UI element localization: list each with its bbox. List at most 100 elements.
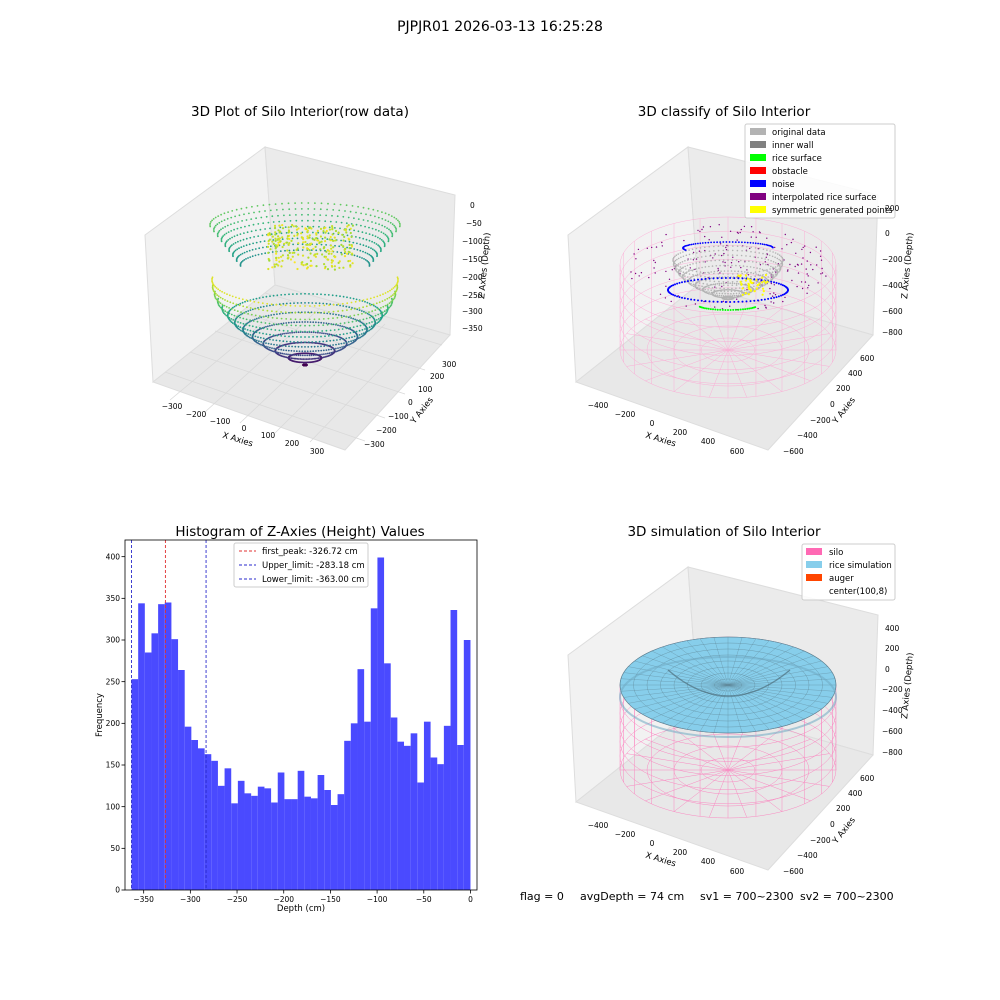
raw-3d-point bbox=[295, 214, 297, 216]
raw-3d-point bbox=[324, 226, 327, 229]
raw-3d-point bbox=[259, 336, 262, 339]
raw-3d-point bbox=[369, 254, 372, 257]
raw-3d-point bbox=[293, 302, 295, 304]
raw-3d-point bbox=[366, 260, 368, 262]
raw-3d-point bbox=[313, 254, 316, 257]
raw-3d-xtick: −100 bbox=[210, 417, 231, 426]
raw-3d-point bbox=[254, 314, 257, 317]
classify-3d-point-interpolated bbox=[670, 300, 672, 303]
classify-3d-point-noise bbox=[767, 297, 770, 300]
raw-3d-point bbox=[290, 225, 292, 228]
classify-3d-point-original bbox=[753, 256, 756, 258]
raw-3d-point bbox=[258, 332, 261, 334]
raw-3d-point bbox=[339, 322, 342, 325]
classify-3d-point-interpolated bbox=[661, 241, 663, 244]
raw-3d-point bbox=[355, 211, 357, 214]
raw-3d-ztick: −150 bbox=[462, 255, 483, 264]
classify-3d-point-original bbox=[753, 266, 755, 269]
raw-3d-point bbox=[288, 345, 290, 348]
simulation-3d-rice-radial bbox=[727, 660, 822, 686]
raw-3d-point bbox=[298, 350, 301, 353]
classify-3d-point-original bbox=[747, 271, 749, 274]
classify-3d-point-rice-surface bbox=[724, 309, 727, 311]
classify-3d-point-interpolated bbox=[736, 231, 739, 234]
raw-3d-point bbox=[243, 331, 246, 334]
classify-3d-point-original bbox=[727, 297, 729, 299]
raw-3d-point bbox=[340, 251, 342, 254]
raw-3d-point bbox=[212, 290, 215, 292]
classify-3d-ytick: −200 bbox=[810, 416, 831, 425]
simulation-3d-rice-radial bbox=[628, 684, 729, 704]
classify-3d-point-interpolated bbox=[784, 296, 786, 299]
raw-3d-point bbox=[332, 209, 335, 211]
raw-3d-point bbox=[306, 321, 309, 323]
raw-3d-point bbox=[315, 341, 317, 343]
classify-3d-point-original bbox=[774, 262, 777, 264]
histogram-bar bbox=[264, 788, 272, 890]
raw-3d-point bbox=[282, 340, 285, 343]
raw-3d-point bbox=[320, 311, 322, 314]
raw-3d-point bbox=[348, 336, 351, 339]
classify-3d-point-original bbox=[716, 283, 719, 285]
raw-3d-point bbox=[360, 321, 363, 324]
classify-3d-point-interpolated bbox=[709, 226, 712, 228]
raw-3d-point bbox=[354, 318, 356, 321]
raw-3d-point bbox=[297, 242, 300, 245]
classify-3d-point-original bbox=[725, 288, 728, 291]
raw-3d-point bbox=[314, 354, 317, 356]
raw-3d-point bbox=[278, 224, 281, 227]
simulation-3d-rice-radial bbox=[699, 684, 729, 732]
raw-3d-point bbox=[329, 339, 332, 342]
simulation-3d-xtick: 600 bbox=[730, 867, 745, 876]
raw-3d-point bbox=[314, 357, 317, 360]
classify-3d-point-interpolated bbox=[655, 246, 658, 248]
raw-3d-point bbox=[391, 294, 394, 296]
histogram-bar bbox=[217, 785, 225, 890]
raw-3d-point bbox=[292, 293, 294, 295]
raw-3d-point bbox=[301, 354, 304, 357]
raw-3d-point bbox=[285, 324, 288, 326]
raw-3d-point bbox=[314, 255, 317, 258]
raw-3d-point bbox=[244, 300, 246, 303]
raw-3d-point bbox=[306, 225, 309, 228]
raw-3d-point bbox=[291, 255, 294, 258]
raw-3d-point bbox=[239, 322, 242, 324]
simulation-3d-zticks: 400 200 0 −200 −400 −600 −800 bbox=[882, 624, 903, 757]
classify-3d-point-noise bbox=[690, 243, 693, 246]
classify-3d-point-original bbox=[755, 282, 758, 284]
raw-3d-point bbox=[304, 346, 306, 348]
classify-3d-point-original bbox=[778, 268, 780, 270]
classify-3d-point-interpolated bbox=[723, 252, 725, 255]
raw-3d-point bbox=[251, 205, 253, 208]
raw-3d-point bbox=[312, 350, 315, 353]
histogram-ytick-label: 150 bbox=[106, 761, 121, 770]
classify-3d-point-interpolated bbox=[725, 246, 727, 249]
raw-3d-point bbox=[362, 250, 364, 253]
raw-3d-point bbox=[389, 221, 392, 224]
simulation-3d-rice-radial bbox=[662, 684, 729, 724]
raw-3d-point bbox=[288, 251, 291, 254]
classify-3d-point-interpolated bbox=[720, 254, 723, 257]
raw-3d-point bbox=[260, 316, 263, 319]
raw-3d-point bbox=[300, 341, 303, 343]
classify-3d-point-original bbox=[731, 289, 733, 291]
classify-3d-point-interpolated bbox=[757, 307, 759, 310]
classify-3d-point-interpolated bbox=[789, 263, 791, 266]
classify-3d-point-original bbox=[735, 287, 737, 290]
raw-3d-point bbox=[294, 357, 297, 360]
raw-3d-point bbox=[239, 316, 242, 319]
classify-3d-point-interpolated bbox=[717, 267, 719, 270]
classify-3d-point-interpolated bbox=[801, 287, 804, 290]
classify-3d-point-original bbox=[752, 288, 755, 290]
raw-3d-point bbox=[345, 315, 347, 318]
classify-3d-point-symmetric bbox=[761, 293, 764, 296]
raw-3d-point bbox=[277, 256, 280, 259]
raw-3d-point bbox=[223, 219, 226, 222]
classify-3d-point-noise bbox=[710, 241, 712, 244]
raw-3d-point bbox=[275, 250, 278, 253]
raw-3d-point bbox=[364, 225, 366, 228]
raw-3d-point bbox=[304, 330, 306, 333]
raw-3d-point bbox=[373, 296, 375, 299]
raw-3d-point bbox=[258, 315, 261, 317]
